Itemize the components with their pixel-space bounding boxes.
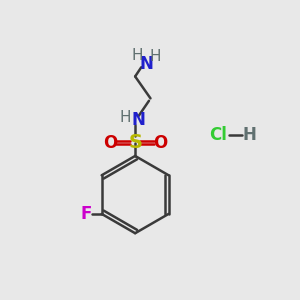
Text: H: H bbox=[243, 126, 256, 144]
Text: O: O bbox=[153, 134, 167, 152]
Text: H: H bbox=[149, 49, 161, 64]
Text: H: H bbox=[120, 110, 131, 125]
Text: F: F bbox=[80, 205, 92, 223]
Text: N: N bbox=[139, 55, 153, 73]
Text: S: S bbox=[128, 133, 142, 152]
Text: H: H bbox=[132, 48, 143, 63]
Text: N: N bbox=[131, 111, 145, 129]
Text: O: O bbox=[103, 134, 117, 152]
Text: Cl: Cl bbox=[209, 126, 227, 144]
